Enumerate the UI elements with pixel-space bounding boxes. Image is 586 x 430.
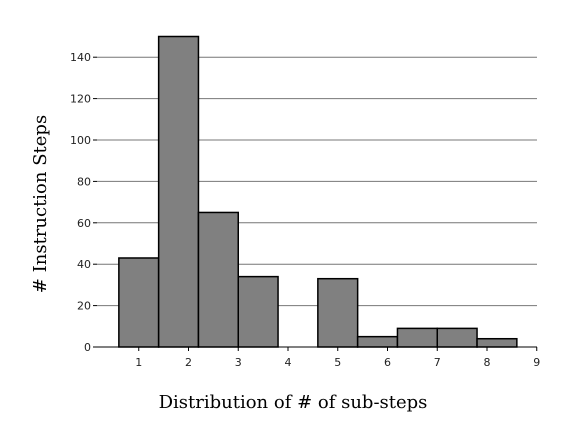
x-axis-label: Distribution of # of sub-steps (159, 392, 428, 413)
y-tick-label: 20 (77, 300, 91, 313)
histogram-bar (157, 35, 200, 348)
y-tick-label: 120 (70, 93, 91, 106)
histogram-bar (396, 327, 439, 348)
x-tick-label: 1 (135, 356, 142, 369)
y-tick-label: 80 (77, 175, 91, 188)
x-tick-label: 9 (533, 356, 540, 369)
x-tick-label: 2 (185, 356, 192, 369)
x-tick-label: 8 (484, 356, 491, 369)
bars (118, 35, 518, 348)
y-tick-label: 140 (70, 51, 91, 64)
tick-labels: 0 20 40 60 80 100 120 140 1 2 3 4 5 6 7 8 9 (70, 51, 540, 369)
histogram-bar (356, 335, 399, 348)
x-tick-label: 5 (334, 356, 341, 369)
y-axis-label: # Instruction Steps (30, 115, 51, 293)
y-tick-label: 40 (77, 258, 91, 271)
y-tick-label: 60 (77, 217, 91, 230)
histogram-bar (317, 277, 359, 348)
histogram-bar (237, 275, 279, 348)
y-tick-label: 100 (70, 134, 91, 147)
x-tick-label: 4 (285, 356, 292, 369)
histogram-bar (436, 327, 478, 348)
histogram-bar (118, 257, 160, 348)
x-tick-label: 3 (235, 356, 242, 369)
y-tick-label: 0 (84, 341, 91, 354)
x-tick-label: 6 (384, 356, 391, 369)
histogram-bar (476, 337, 518, 348)
histogram-bar (197, 211, 239, 348)
x-tick-label: 7 (434, 356, 441, 369)
